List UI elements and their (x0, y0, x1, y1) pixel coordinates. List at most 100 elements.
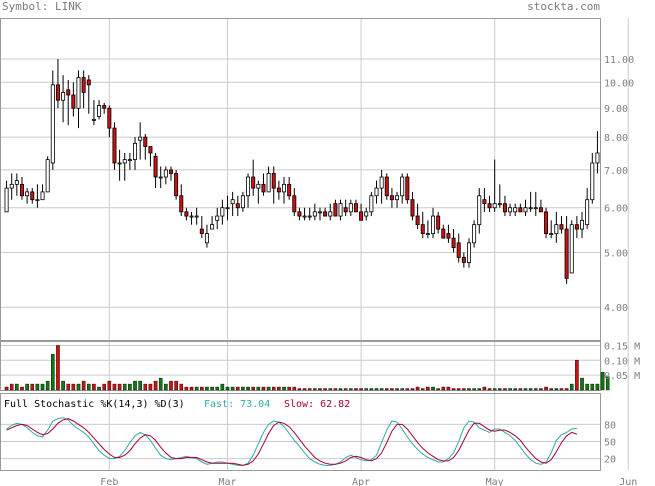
month-label: Feb (100, 477, 118, 486)
candle-body (204, 233, 209, 244)
volume-bar (426, 386, 430, 391)
candle-body (35, 199, 40, 202)
panel-frame (0, 341, 601, 391)
candle-body (405, 176, 410, 201)
candle-body (138, 136, 143, 141)
volume-bar (184, 386, 189, 391)
volume-bar (580, 377, 584, 391)
volume-bar (472, 388, 476, 391)
candle-body (158, 176, 163, 179)
candle-body (431, 215, 436, 234)
price-tick-label: 7.00 (604, 166, 628, 177)
candle-body (4, 187, 9, 213)
candle-body (441, 228, 446, 239)
candle-body (112, 127, 117, 164)
candle-body (379, 176, 384, 189)
candle-body (210, 224, 215, 230)
volume-bar (66, 383, 71, 391)
volume-bar (174, 380, 178, 391)
candle-body (266, 173, 271, 193)
volume-bar (343, 388, 348, 391)
volume-bar (456, 388, 461, 391)
volume-bar (210, 386, 214, 391)
candle-body (420, 224, 425, 234)
candle-body (184, 211, 189, 217)
volume-bar (595, 383, 600, 391)
stochastic-panel (6, 417, 578, 466)
candle-body (518, 207, 523, 213)
candle-body (574, 224, 579, 230)
volume-bar (153, 380, 158, 391)
candle-body (122, 159, 127, 164)
volume-bar (441, 386, 446, 391)
candle-body (153, 155, 158, 178)
panel-frame (0, 393, 601, 471)
volume-bar (328, 388, 333, 391)
price-tick-label: 8.00 (604, 133, 628, 144)
candle-body (225, 207, 230, 210)
volume-bar (600, 371, 605, 391)
volume-bar (395, 388, 399, 391)
volume-bar (590, 383, 595, 391)
candle-body (364, 211, 369, 217)
candle-body (282, 183, 287, 193)
volume-bar (384, 388, 389, 391)
candle-body (163, 169, 168, 178)
candle-body (389, 195, 394, 201)
volume-bar (215, 386, 220, 391)
stoch-fast-label: Fast: 73.04 (204, 399, 270, 410)
candle-body (19, 183, 24, 197)
volume-bar (585, 383, 589, 391)
volume-bar (405, 388, 410, 391)
volume-panel (4, 345, 610, 391)
candle-body (148, 146, 153, 154)
price-tick-label: 11.00 (604, 55, 634, 66)
candle-body (353, 203, 358, 213)
volume-bar (230, 386, 235, 391)
volume-bar (266, 386, 271, 391)
volume-bar (498, 388, 502, 391)
candle-body (107, 107, 112, 129)
volume-bar (189, 386, 194, 391)
candle-body (127, 159, 132, 162)
candle-body (86, 79, 91, 86)
candle-body (55, 84, 60, 101)
volume-bar (539, 388, 543, 391)
volume-bar (164, 383, 168, 391)
volume-bar (205, 386, 209, 391)
candle-body (554, 224, 559, 234)
candle-body (292, 195, 297, 213)
candle-body (91, 118, 96, 121)
candle-body (569, 224, 574, 274)
volume-tick-label: 0.05 M (604, 371, 640, 382)
candle-body (487, 203, 492, 209)
volume-bar (349, 388, 353, 391)
candle-body (215, 215, 220, 221)
candle-body (287, 183, 292, 197)
volume-bar (256, 386, 261, 391)
volume-bar (523, 388, 528, 391)
candle-body (513, 207, 518, 213)
candle-body (276, 187, 281, 193)
candle-body (14, 180, 19, 185)
candle-body (456, 242, 461, 258)
volume-bar (133, 380, 137, 391)
volume-bar (86, 383, 91, 391)
candle-body (333, 203, 338, 217)
volume-bar (436, 388, 440, 391)
volume-bar (575, 360, 579, 391)
volume-bar (76, 383, 81, 391)
volume-tick-label: 0.15 M (604, 341, 640, 352)
stoch-title: Full Stochastic %K(14,3) %D(3) (4, 399, 185, 410)
volume-bar (313, 388, 317, 391)
candle-body (400, 176, 405, 197)
candle-body (40, 191, 45, 201)
candle-body (595, 152, 600, 164)
candle-body (492, 203, 497, 209)
candle-body (528, 207, 533, 210)
site-credit[interactable]: stockta.com (527, 0, 600, 13)
volume-bar (179, 383, 184, 391)
volume-bar (225, 386, 230, 391)
volume-bar (431, 386, 435, 391)
volume-tick-label: 0.10 M (604, 356, 640, 367)
